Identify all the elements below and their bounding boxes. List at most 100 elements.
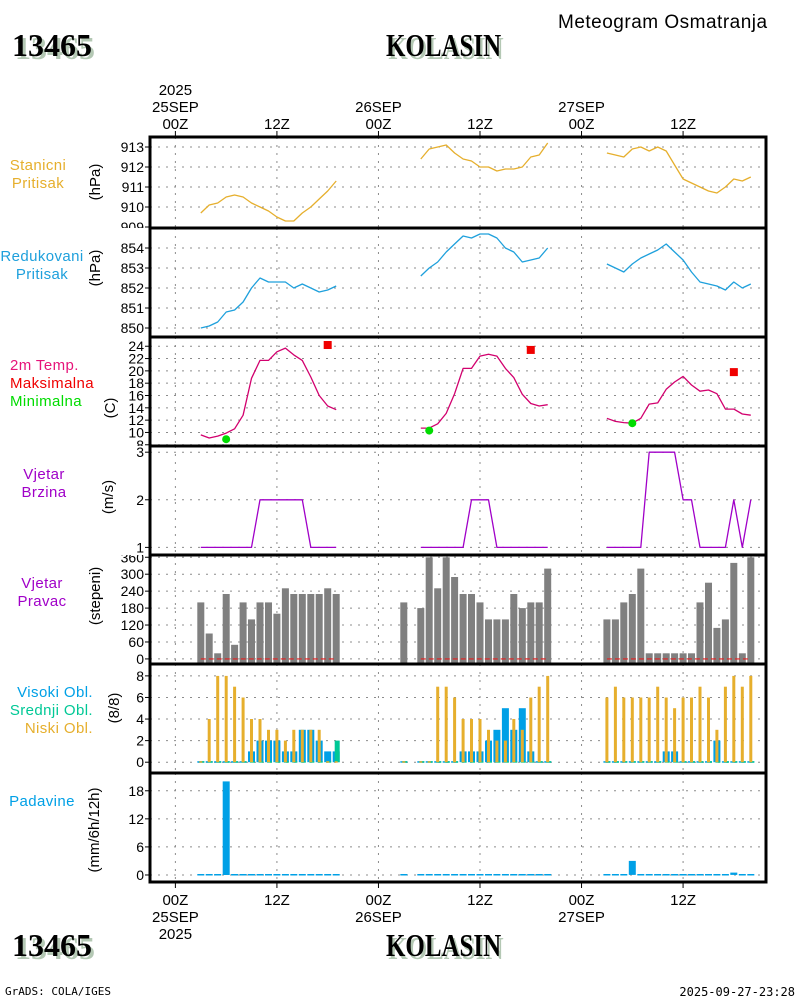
precipitation-bar <box>679 874 687 876</box>
temperature-2m-line-segment <box>200 347 337 439</box>
cloud-low-bar <box>402 761 406 763</box>
cloud-low-bar <box>250 719 253 763</box>
cloud-low-bar <box>613 686 617 763</box>
precipitation-bar <box>620 874 628 876</box>
y-tick-label: 0 <box>136 867 144 883</box>
panel-legend-label: Padavine <box>9 793 75 810</box>
y-tick-label: 850 <box>121 320 145 336</box>
y-tick-label: 8 <box>136 437 144 453</box>
cloud-low-series <box>199 675 753 763</box>
precipitation-bar <box>248 874 255 876</box>
wind-direction-bar <box>721 619 729 664</box>
precipitation-series <box>197 781 755 876</box>
cloud-low-bar <box>444 686 448 763</box>
x-tick-label-top: 12Z <box>264 116 290 133</box>
cloud-low-bar <box>233 686 237 763</box>
y-tick-label: 2 <box>136 492 144 508</box>
wind-direction-bar <box>730 562 738 664</box>
x-tick-label-top: 12Z <box>467 116 493 133</box>
cloud-low-bar <box>470 719 473 763</box>
temperature-min-series <box>222 419 637 444</box>
precipitation-bar <box>256 874 264 876</box>
wind-direction-bar <box>485 619 492 664</box>
cloud-low-bar <box>334 761 338 763</box>
wind-direction-bar <box>265 602 272 664</box>
x-tick-label-bottom: 12Z <box>467 892 493 909</box>
station-name-footer: KOLASIN <box>386 927 502 963</box>
x-tick-label-bottom: 00Z <box>569 892 595 909</box>
software-credit: GrADS: COLA/IGES <box>5 985 111 998</box>
wind-direction-bar <box>281 588 289 664</box>
cloud-low-bar <box>656 686 660 763</box>
precipitation-bar <box>696 874 704 876</box>
cloud-low-bar <box>207 719 211 763</box>
wind-direction-bar <box>476 602 484 664</box>
cloud-mid-bar <box>334 740 340 763</box>
wind-direction-series <box>197 557 755 664</box>
precipitation-bar <box>721 874 729 876</box>
cloud-low-bar <box>275 729 279 763</box>
y-tick-label: 910 <box>121 199 145 215</box>
cloud-low-bar <box>419 761 423 763</box>
precipitation-bar <box>603 874 611 876</box>
y-tick-label: 0 <box>136 754 144 770</box>
precipitation-bar <box>239 874 247 876</box>
precipitation-bar <box>628 860 636 875</box>
station-pressure-line-segment <box>606 146 752 194</box>
x-tick-label-top: 00Z <box>162 116 188 133</box>
temperature-min-marker <box>425 426 434 435</box>
wind-direction-bar <box>527 602 535 664</box>
wind-direction-bar <box>705 582 712 664</box>
wind-direction-bar <box>298 594 306 664</box>
precipitation-bar <box>544 874 552 876</box>
wind-direction-bar <box>307 594 315 664</box>
precipitation-bar <box>290 874 298 876</box>
y-tick-label: 6 <box>136 839 144 855</box>
precipitation-bar <box>324 874 332 876</box>
cloud-low-bar <box>300 729 304 763</box>
wind-direction-bar <box>535 602 543 664</box>
cloud-low-bar <box>283 740 287 763</box>
y-tick-label: 852 <box>121 280 145 296</box>
cloud-low-bar <box>707 697 710 763</box>
reduced-pressure-line-segment <box>420 233 549 277</box>
x-tick-label-top: 27SEP <box>558 99 605 116</box>
panel-legend-label: Pritisak <box>16 266 68 283</box>
panel-legend-label: 2m Temp. <box>10 357 79 374</box>
x-tick-label-top: 00Z <box>366 116 392 133</box>
cloud-low-bar <box>749 675 753 763</box>
y-tick-label: 360 <box>121 549 145 565</box>
cloud-high-bar <box>324 751 332 763</box>
y-tick-label: 12 <box>128 811 144 827</box>
frame-layer <box>148 135 768 884</box>
unit-label: (8/8) <box>106 693 123 724</box>
wind-direction-bar <box>205 633 213 664</box>
cloud-low-bar <box>427 761 431 763</box>
panel-legend-label: Pritisak <box>12 175 64 192</box>
precipitation-bar <box>332 874 340 876</box>
precipitation-bar <box>535 874 543 876</box>
x-tick-label-top: 12Z <box>670 116 696 133</box>
precipitation-panel-axes: 0 6 12 18 Padavine (mm/6h/12h) <box>9 783 150 883</box>
wind-direction-bar <box>197 602 205 664</box>
temperature-min-marker <box>222 435 231 444</box>
station-name-header: KOLASIN <box>386 27 502 63</box>
panel-legend-label: Maksimalna <box>10 375 94 392</box>
wind-direction-bar <box>603 619 611 664</box>
x-tick-label-bottom: 12Z <box>670 892 696 909</box>
wind-direction-bar <box>231 644 239 664</box>
y-tick-label: 854 <box>121 240 145 256</box>
temperature-2m-line-segment <box>420 353 548 429</box>
panel-legend-label: Minimalna <box>10 393 82 410</box>
y-tick-label: 3 <box>136 444 144 460</box>
wind-direction-bar <box>324 588 332 664</box>
cloud-low-bar <box>258 719 262 763</box>
cloud-low-bar <box>723 686 727 763</box>
cloud-low-bar <box>690 697 693 763</box>
precipitation-bar <box>214 874 222 876</box>
axis-layer: 202525SEP00Z00Z25SEP202512Z12Z26SEP00Z00… <box>0 82 696 943</box>
wind-speed-line-segment <box>200 499 337 549</box>
panel-legend-label: Stanicni <box>10 157 67 174</box>
